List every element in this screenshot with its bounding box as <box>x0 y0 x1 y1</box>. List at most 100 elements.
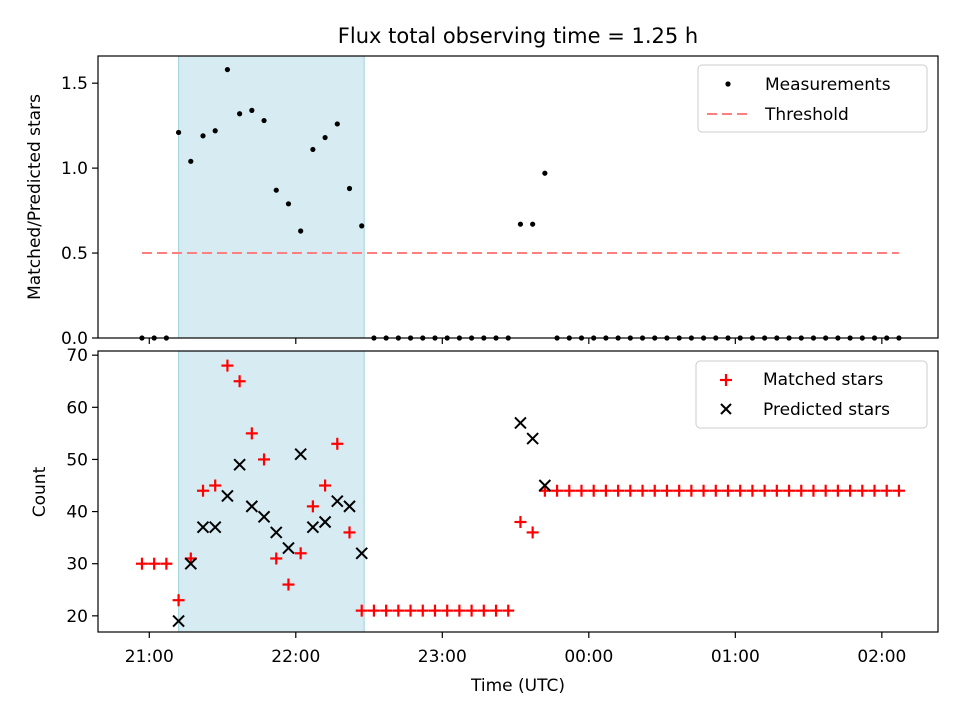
matched-star-point <box>892 484 905 497</box>
x-tick-label: 01:00 <box>711 647 760 667</box>
matched-star-point <box>404 604 417 617</box>
x-tick-label: 00:00 <box>564 647 613 667</box>
matched-star-point <box>221 359 234 372</box>
measurement-point <box>212 128 218 134</box>
bottom-y-axis: 20 30 40 50 60 70 <box>66 346 98 627</box>
matched-star-points <box>135 359 905 617</box>
bottom-y-tick-label: 20 <box>66 607 88 627</box>
predicted-star-point <box>257 510 271 523</box>
measurement-point <box>200 133 206 139</box>
bottom-legend-box <box>695 360 928 429</box>
matched-star-point <box>807 484 820 497</box>
matched-star-point <box>441 604 454 617</box>
bottom-y-tick-label: 60 <box>66 398 88 418</box>
matched-star-point <box>380 604 393 617</box>
legend-matched-label: Matched stars <box>763 370 883 390</box>
bottom-legend: Matched stars Predicted stars <box>695 360 928 429</box>
x-tick-label: 23:00 <box>418 647 467 667</box>
matched-star-point <box>758 484 771 497</box>
matched-star-point <box>502 604 515 617</box>
matched-star-point <box>367 604 380 617</box>
matched-star-point <box>392 604 405 617</box>
matched-star-point <box>477 604 490 617</box>
bottom-y-tick-label: 50 <box>66 450 88 470</box>
bottom-shaded-interval <box>178 350 365 633</box>
matched-star-point <box>270 552 283 565</box>
measurement-point <box>334 121 340 127</box>
predicted-star-points <box>172 416 552 628</box>
measurement-point <box>310 146 316 153</box>
matched-star-point <box>343 526 356 539</box>
matched-star-point <box>783 484 796 497</box>
x-axis-label: Time (UTC) <box>470 676 565 696</box>
matched-star-point <box>490 604 503 617</box>
top-plot-frame <box>97 55 939 339</box>
matched-star-point <box>673 484 686 497</box>
matched-star-point <box>880 484 893 497</box>
predicted-star-point <box>196 521 210 534</box>
bottom-y-tick-label: 40 <box>66 503 88 523</box>
matched-star-point <box>709 484 722 497</box>
matched-star-point <box>722 484 734 497</box>
matched-star-point <box>282 578 295 591</box>
matched-star-point <box>587 484 600 497</box>
matched-star-point <box>746 484 759 497</box>
matched-star-point <box>636 484 649 497</box>
matched-star-point <box>648 484 661 497</box>
measurement-point <box>175 129 182 136</box>
measurement-point <box>542 170 548 176</box>
matched-star-point <box>209 479 222 492</box>
legend-predicted-marker <box>720 403 732 415</box>
matched-star-point <box>233 375 246 388</box>
matched-star-point <box>624 484 637 497</box>
measurement-point <box>517 221 524 227</box>
measurement-point <box>273 187 279 193</box>
predicted-star-point <box>233 458 246 471</box>
predicted-star-point <box>343 500 356 513</box>
measurement-point <box>285 201 292 207</box>
matched-star-point <box>831 484 844 497</box>
predicted-star-point <box>245 500 259 513</box>
measurement-point <box>530 221 536 227</box>
matched-star-point <box>599 484 612 497</box>
predicted-star-point <box>318 515 332 529</box>
matched-star-point <box>856 484 869 497</box>
legend-measurements-label: Measurements <box>765 75 891 95</box>
predicted-star-point <box>270 526 283 539</box>
top-shaded-interval <box>178 55 365 339</box>
matched-star-point <box>197 484 209 497</box>
matched-star-point <box>416 604 429 617</box>
matched-star-point <box>135 557 148 570</box>
predicted-star-point <box>526 432 539 445</box>
legend-measurements-marker <box>725 81 731 87</box>
matched-star-point <box>563 484 576 497</box>
predicted-star-point <box>172 614 185 628</box>
matched-star-point <box>355 604 368 617</box>
top-y-tick-label: 0.0 <box>61 329 88 349</box>
matched-star-point <box>245 427 258 440</box>
matched-star-point <box>612 484 625 497</box>
bottom-y-axis-label: Count <box>30 466 50 517</box>
predicted-star-point <box>294 448 307 461</box>
predicted-star-point <box>221 489 234 503</box>
predicted-star-point <box>306 521 320 534</box>
bottom-y-tick-label: 30 <box>66 555 88 575</box>
matched-star-point <box>172 594 185 607</box>
matched-star-point <box>160 557 173 570</box>
measurement-point <box>298 228 304 234</box>
top-y-tick-label: 1.0 <box>61 159 88 179</box>
top-y-axis-label: Matched/Predicted stars <box>25 94 45 300</box>
matched-star-point <box>770 484 783 497</box>
top-legend-box <box>697 64 928 133</box>
matched-star-point <box>697 484 710 497</box>
matched-star-point <box>294 547 307 560</box>
x-tick-label: 22:00 <box>271 647 320 667</box>
top-y-tick-label: 1.5 <box>61 74 88 94</box>
matched-star-point <box>868 484 881 497</box>
measurement-point <box>322 134 328 141</box>
matched-star-point <box>319 479 332 492</box>
chart-title: Flux total observing time = 1.25 h <box>338 24 698 48</box>
measurement-point <box>224 66 231 73</box>
x-tick-label: 02:00 <box>857 647 906 667</box>
